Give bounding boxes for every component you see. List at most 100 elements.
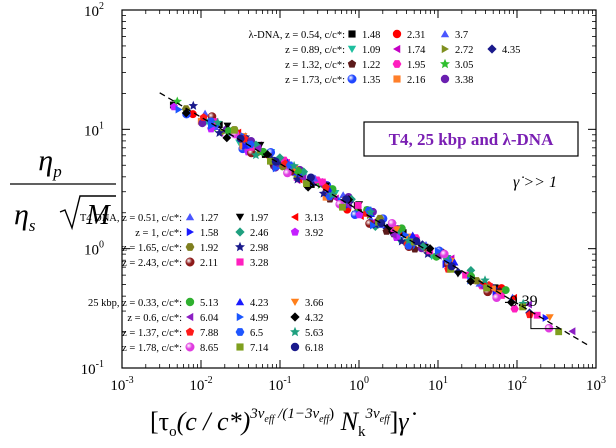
legend-value: 6.04 [200, 313, 219, 324]
legend-value: 2.31 [407, 30, 425, 41]
data-point [188, 100, 199, 110]
fit-line [159, 92, 589, 346]
legend-row-label: z = 1.73, c/c*: [285, 75, 345, 86]
data-point [510, 293, 518, 302]
data-point [545, 314, 554, 322]
legend-marker [290, 298, 300, 306]
legend-marker [236, 343, 244, 351]
data-point [339, 203, 346, 211]
legend-value: 3.92 [305, 228, 323, 239]
data-point [199, 113, 208, 121]
data-point [462, 271, 469, 279]
x-tick-label: 101 [428, 375, 448, 394]
legend-value: 4.35 [502, 45, 520, 56]
fit-line-layer [159, 92, 589, 346]
legend-value: 2.16 [407, 75, 425, 86]
legend-marker [440, 58, 450, 69]
data-point [306, 173, 315, 182]
y-tick-label: 10-1 [81, 359, 104, 378]
legend-marker [186, 227, 194, 237]
legend-value: 3.7 [455, 30, 468, 41]
legend-value: 6.18 [305, 343, 323, 354]
legend-row-label: z = 1.65, c/c*: [122, 243, 182, 254]
legend-value: 1.22 [362, 60, 380, 71]
legend-row-label: z = 1.32, c/c*: [285, 60, 345, 71]
data-point [434, 247, 442, 256]
data-point [246, 140, 255, 149]
data-point [555, 328, 563, 336]
data-point [475, 279, 484, 287]
legend-marker [347, 45, 357, 53]
slope-annotation: -0.39 [504, 293, 537, 310]
data-point [542, 313, 550, 322]
data-point [389, 231, 397, 239]
data-point [254, 144, 262, 153]
legend-marker [290, 227, 300, 236]
legend-row-label: z = 0.6, c/c*: [127, 313, 182, 324]
x-tick-label: 10-1 [268, 375, 291, 394]
data-point [198, 119, 207, 128]
data-point [365, 207, 376, 217]
x-tick-label: 10-2 [189, 375, 212, 394]
legend-row-label: z = 2.43, c/c*: [122, 258, 182, 269]
data-point [212, 117, 223, 127]
data-point [405, 233, 413, 241]
legend-marker [441, 44, 449, 54]
annotation-box-text: T4, 25 kbp and λ-DNA [389, 130, 554, 149]
data-point [283, 168, 292, 178]
legend-value: 1.48 [362, 30, 380, 41]
legend-marker [393, 44, 401, 54]
data-point [224, 127, 233, 136]
legend-value: 3.66 [305, 298, 323, 309]
x-axis-label: [τo(c / c*)3νeff /(1−3νeff) Nk3νeff]γ̇ [150, 406, 417, 440]
legend-marker [347, 59, 357, 68]
legend-marker [185, 327, 195, 336]
data-point [272, 164, 280, 173]
legend-value: 7.14 [250, 343, 269, 354]
legend-marker [347, 74, 357, 84]
data-point [568, 327, 576, 336]
legend-marker [185, 342, 195, 352]
data-point [230, 126, 238, 134]
legend-marker [440, 30, 450, 38]
legend-row-label: z = 0.89, c/c*: [285, 45, 345, 56]
legend-value: 3.13 [305, 213, 323, 224]
legend-value: 1.95 [407, 60, 425, 71]
y-tick-label: 100 [84, 240, 104, 259]
data-point [289, 160, 299, 170]
legend-value: 3.28 [250, 258, 268, 269]
data-point [418, 242, 428, 251]
legend-marker [392, 29, 402, 39]
legend-value: 2.11 [200, 258, 218, 269]
legend-row-label: z = 1, c/c*: [135, 228, 182, 239]
data-point [236, 134, 245, 143]
legend-marker [185, 297, 195, 307]
legend-marker [290, 326, 300, 337]
data-point [377, 219, 386, 228]
data-point [497, 292, 505, 299]
data-point [501, 286, 510, 295]
legend-marker [393, 75, 401, 83]
x-tick-label: 10-3 [110, 375, 133, 394]
legend-value: 2.98 [250, 243, 268, 254]
data-point [525, 300, 532, 309]
data-point [181, 108, 191, 118]
legend-value: 8.65 [200, 343, 218, 354]
legend-marker [235, 213, 245, 221]
legend-value: 1.74 [407, 45, 426, 56]
data-point [392, 226, 401, 234]
y-tick-label: 101 [84, 120, 104, 139]
data-point [387, 218, 397, 228]
data-point [489, 285, 496, 293]
data-point [241, 141, 250, 149]
legend-marker [186, 312, 194, 322]
data-point [214, 127, 225, 137]
y-axis-label-denominator: ηs [14, 198, 36, 235]
data-point [318, 178, 326, 186]
y-tick-label: 102 [84, 1, 104, 20]
legend-marker [290, 312, 300, 322]
slope-triangle [530, 311, 560, 330]
legend-value: 6.5 [250, 328, 263, 339]
